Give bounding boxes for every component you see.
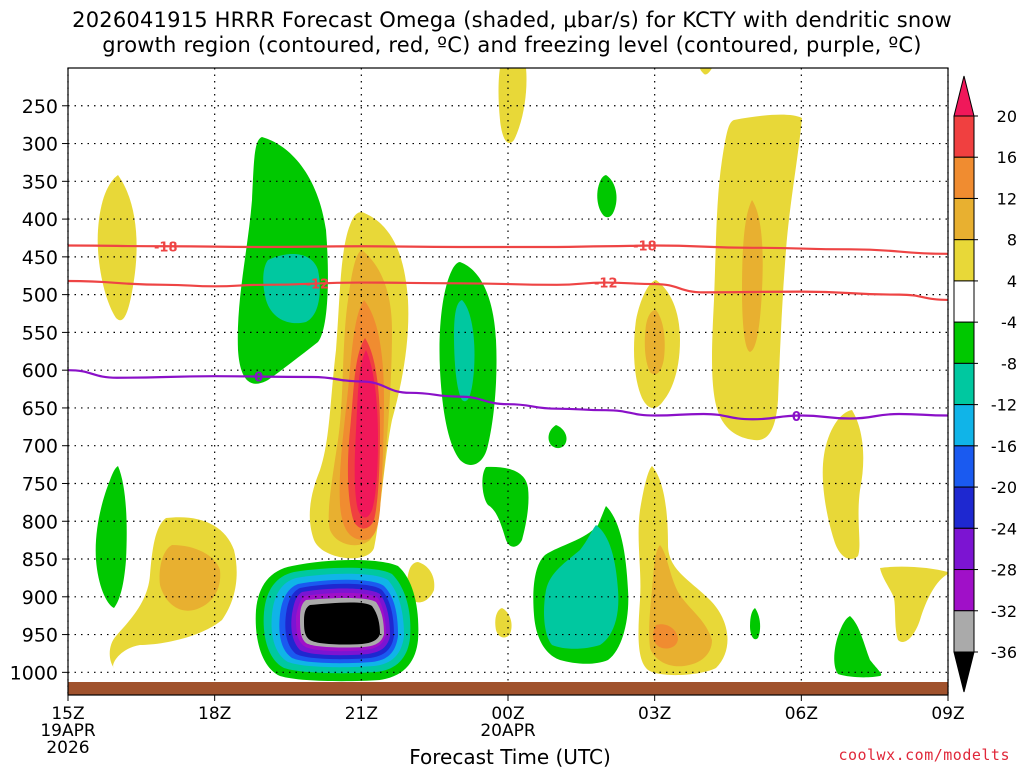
colorbar-label: -12 [991, 396, 1017, 415]
omega-region [700, 68, 712, 75]
contour-label: 0 [792, 410, 801, 425]
contour-line [68, 279, 948, 302]
colorbar-label: 20 [997, 107, 1017, 126]
colorbar-label: 4 [1007, 272, 1017, 291]
colorbar-label: -20 [991, 478, 1017, 497]
colorbar-label: 12 [997, 189, 1017, 208]
ground-bar [68, 682, 948, 695]
colorbar-swatch [953, 239, 975, 282]
colorbar-label: -28 [991, 561, 1017, 580]
contour-line [68, 369, 948, 421]
omega-region [95, 466, 127, 608]
colorbar-label: -16 [991, 437, 1017, 456]
credit-link[interactable]: coolwx.com/modelts [838, 746, 1010, 764]
contour-lines: -18 -18 -12 -12 0 0 [68, 240, 948, 425]
omega-region [653, 624, 678, 649]
omega-region [482, 466, 529, 547]
y-tick-label: 850 [22, 549, 58, 571]
colorbar: 20 16 12 8 4 -4 -8 -12 -16 -20 -24 -28 -32 -36 [953, 75, 1017, 693]
contour-label: -12 [594, 277, 618, 292]
chart-title-line-2: growth region (contoured, red, ºC) and f… [102, 33, 922, 57]
colorbar-swatch [953, 115, 975, 158]
omega-region [597, 175, 617, 218]
colorbar-swatch [953, 197, 975, 241]
y-tick-label: 350 [22, 171, 58, 193]
x-tick-label: 19APR [40, 721, 96, 741]
x-axis-title: Forecast Time (UTC) [409, 745, 611, 768]
x-tick-label: 03Z [638, 704, 671, 724]
omega-region [263, 254, 320, 324]
x-tick-label: 15Z [51, 704, 84, 724]
x-tick-label: 18Z [198, 704, 231, 724]
y-tick-label: 650 [22, 398, 58, 420]
omega-region [834, 616, 882, 678]
colorbar-label: -24 [991, 519, 1017, 538]
omega-region [880, 566, 948, 642]
y-tick-label: 400 [22, 209, 58, 231]
omega-region [742, 200, 763, 352]
chart-title-line-1: 2026041915 HRRR Forecast Omega (shaded, … [72, 8, 952, 32]
colorbar-swatch [953, 156, 975, 199]
x-tick-label: 06Z [785, 704, 818, 724]
x-tick-label: 2026 [46, 738, 89, 758]
colorbar-swatch [953, 486, 975, 529]
x-tick-label: 09Z [931, 704, 964, 724]
omega-region [304, 602, 380, 645]
colorbar-swatch [953, 445, 975, 488]
y-tick-label: 950 [22, 625, 58, 647]
colorbar-label: 16 [997, 148, 1017, 167]
contour-label: -12 [306, 278, 330, 293]
y-tick-label: 450 [22, 247, 58, 269]
omega-region [354, 350, 378, 518]
y-tick-label: 750 [22, 473, 58, 495]
y-axis: 250 300 350 400 450 500 550 600 650 700 750 800 850 9… [10, 96, 68, 684]
colorbar-swatch [953, 362, 975, 406]
colorbar-swatch [953, 610, 975, 653]
colorbar-label: -4 [1001, 313, 1017, 332]
contour-label: -18 [154, 240, 178, 255]
colorbar-swatch [953, 569, 975, 612]
contour-line [68, 244, 948, 255]
colorbar-label: -32 [991, 602, 1017, 621]
colorbar-label: -36 [991, 643, 1017, 662]
contour-label: 0 [254, 371, 263, 386]
y-tick-label: 700 [22, 436, 58, 458]
omega-region [544, 525, 619, 649]
y-tick-label: 300 [22, 134, 58, 156]
omega-region [548, 425, 567, 449]
omega-region [498, 68, 527, 144]
y-tick-label: 250 [22, 96, 58, 118]
omega-region [407, 562, 435, 603]
omega-region [159, 545, 221, 611]
colorbar-swatch [953, 280, 975, 323]
colorbar-cap-top [953, 75, 975, 117]
colorbar-label: -8 [1001, 354, 1017, 373]
y-tick-label: 900 [22, 587, 58, 609]
omega-region [454, 300, 475, 402]
contour-label: -18 [633, 240, 657, 255]
y-tick-label: 500 [22, 285, 58, 307]
x-tick-label: 00Z [491, 704, 524, 724]
colorbar-cap-bottom [953, 651, 975, 693]
colorbar-label: 8 [1007, 231, 1017, 250]
y-tick-label: 550 [22, 322, 58, 344]
colorbar-swatch [953, 527, 975, 571]
colorbar-swatch [953, 321, 975, 364]
colorbar-swatch [953, 404, 975, 447]
y-tick-label: 1000 [10, 662, 58, 684]
omega-region [750, 608, 761, 640]
x-tick-label: 21Z [345, 704, 378, 724]
y-tick-label: 800 [22, 511, 58, 533]
y-tick-label: 600 [22, 360, 58, 382]
omega-region [822, 410, 864, 559]
x-tick-label: 20APR [480, 721, 536, 741]
